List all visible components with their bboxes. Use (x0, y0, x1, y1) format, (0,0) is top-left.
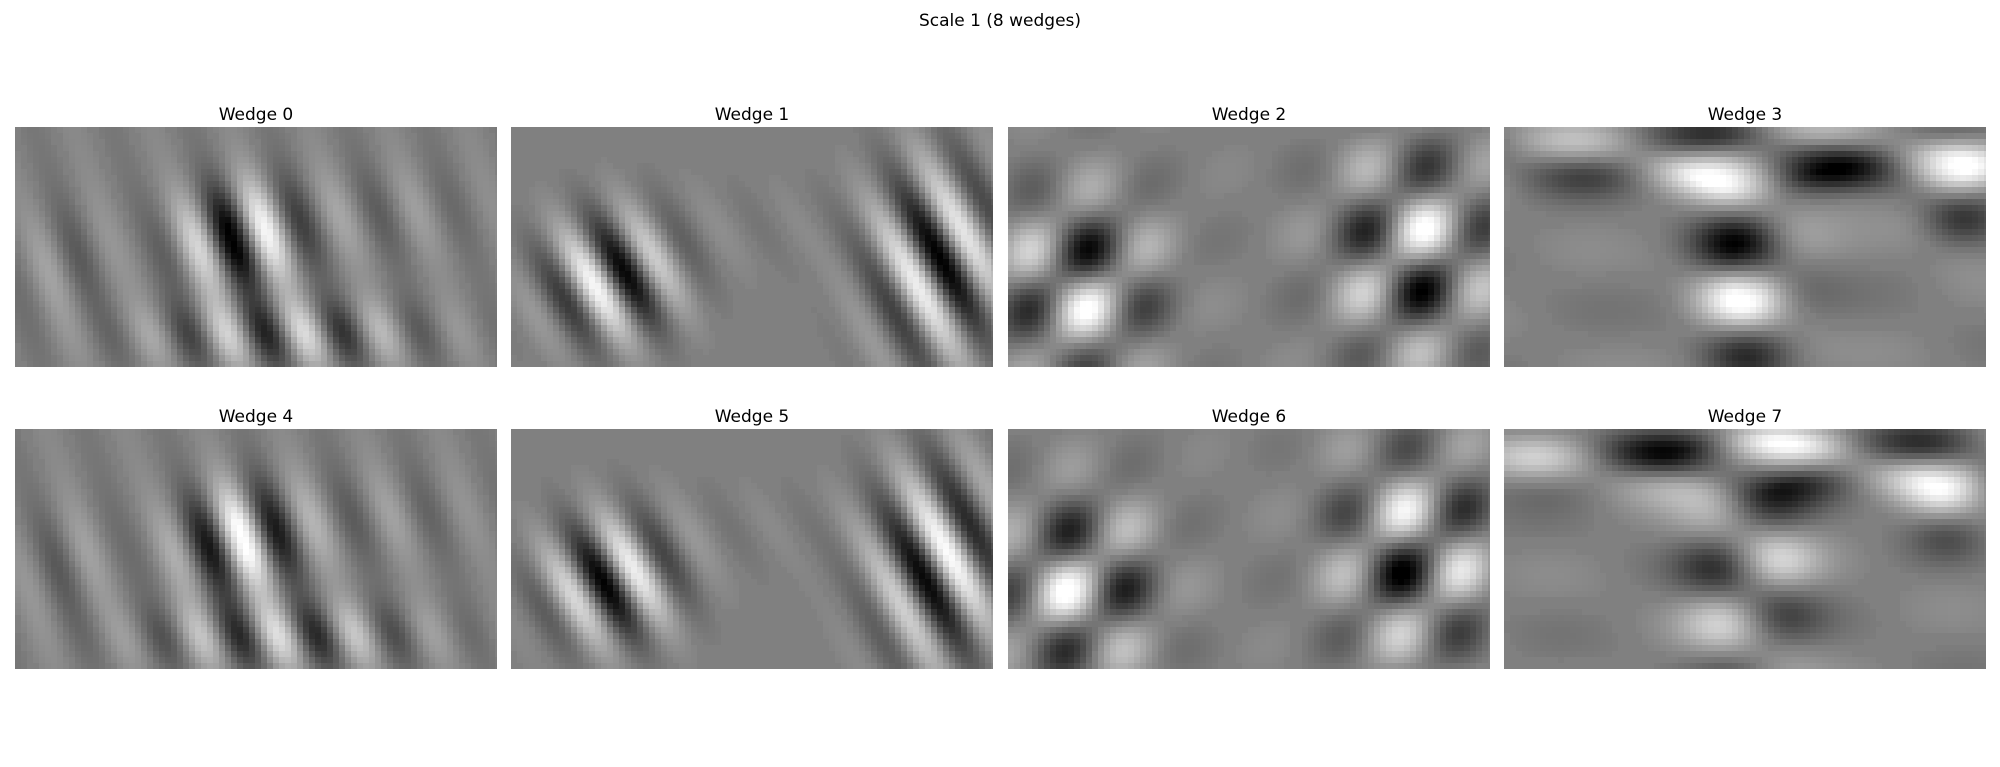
wedge-texture (511, 127, 993, 367)
panel-title: Wedge 3 (1504, 103, 1986, 127)
wedge-image (511, 127, 993, 367)
wedge-image (1008, 429, 1490, 669)
wedge-texture (1504, 429, 1986, 669)
panel-title: Wedge 4 (15, 405, 497, 429)
panel-title: Wedge 6 (1008, 405, 1490, 429)
wedge-panel-7: Wedge 7 (1504, 405, 1986, 669)
wedge-panel-6: Wedge 6 (1008, 405, 1490, 669)
wedge-image (1504, 127, 1986, 367)
wedge-image (15, 429, 497, 669)
wedge-texture (1504, 127, 1986, 367)
panel-title: Wedge 2 (1008, 103, 1490, 127)
wedge-image (15, 127, 497, 367)
wedge-image (1504, 429, 1986, 669)
wedge-texture (15, 127, 497, 367)
wedge-panel-3: Wedge 3 (1504, 103, 1986, 367)
wedge-texture (511, 429, 993, 669)
panel-title: Wedge 7 (1504, 405, 1986, 429)
wedge-texture (1008, 127, 1490, 367)
wedge-panel-2: Wedge 2 (1008, 103, 1490, 367)
figure-title: Scale 1 (8 wedges) (0, 11, 2000, 31)
wedge-panel-0: Wedge 0 (15, 103, 497, 367)
wedge-panel-4: Wedge 4 (15, 405, 497, 669)
panel-title: Wedge 5 (511, 405, 993, 429)
wedge-image (511, 429, 993, 669)
wedge-panel-5: Wedge 5 (511, 405, 993, 669)
wedge-panel-1: Wedge 1 (511, 103, 993, 367)
panel-title: Wedge 0 (15, 103, 497, 127)
wedge-texture (1008, 429, 1490, 669)
wedge-image (1008, 127, 1490, 367)
panel-title: Wedge 1 (511, 103, 993, 127)
wedge-texture (15, 429, 497, 669)
